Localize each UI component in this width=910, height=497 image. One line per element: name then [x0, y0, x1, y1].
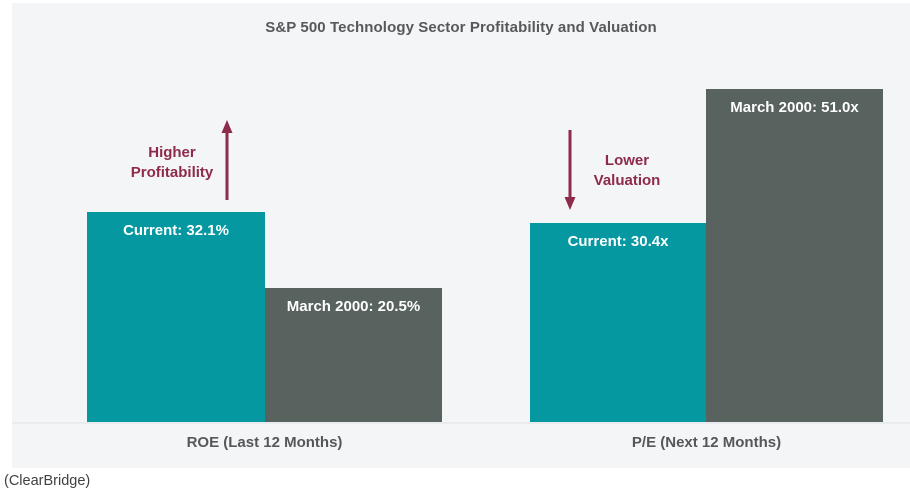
axis-label-pe: P/E (Next 12 Months) [631, 434, 782, 451]
bar-march-2000-group-0: March 2000: 20.5% [265, 288, 442, 422]
annotation-line: Higher [148, 144, 196, 161]
bar-value-label: Current: 30.4x [567, 233, 669, 250]
annotation-line: Profitability [130, 164, 214, 181]
down-arrow-icon [562, 130, 578, 215]
annotation-line: Lower [604, 152, 650, 169]
chart-title: S&P 500 Technology Sector Profitability … [265, 19, 657, 36]
annotation-lower-valuation: Lower Valuation [557, 151, 697, 191]
axis-baseline [12, 422, 910, 424]
annotation-higher-profitability: Higher Profitability [97, 143, 247, 183]
caption-text: (ClearBridge) [4, 473, 91, 489]
bar-current-group-0: Current: 32.1% [87, 212, 265, 422]
annotation-line: Valuation [593, 172, 661, 189]
chart-panel: S&P 500 Technology Sector Profitability … [12, 3, 910, 468]
bar-value-label: Current: 32.1% [123, 222, 229, 239]
bar-march-2000-group-1: March 2000: 51.0x [706, 89, 883, 422]
bar-value-label: March 2000: 20.5% [286, 298, 421, 315]
axis-label-roe: ROE (Last 12 Months) [186, 434, 343, 451]
bar-current-group-1: Current: 30.4x [530, 223, 706, 422]
bar-value-label: March 2000: 51.0x [730, 99, 859, 116]
up-arrow-icon [219, 120, 235, 205]
